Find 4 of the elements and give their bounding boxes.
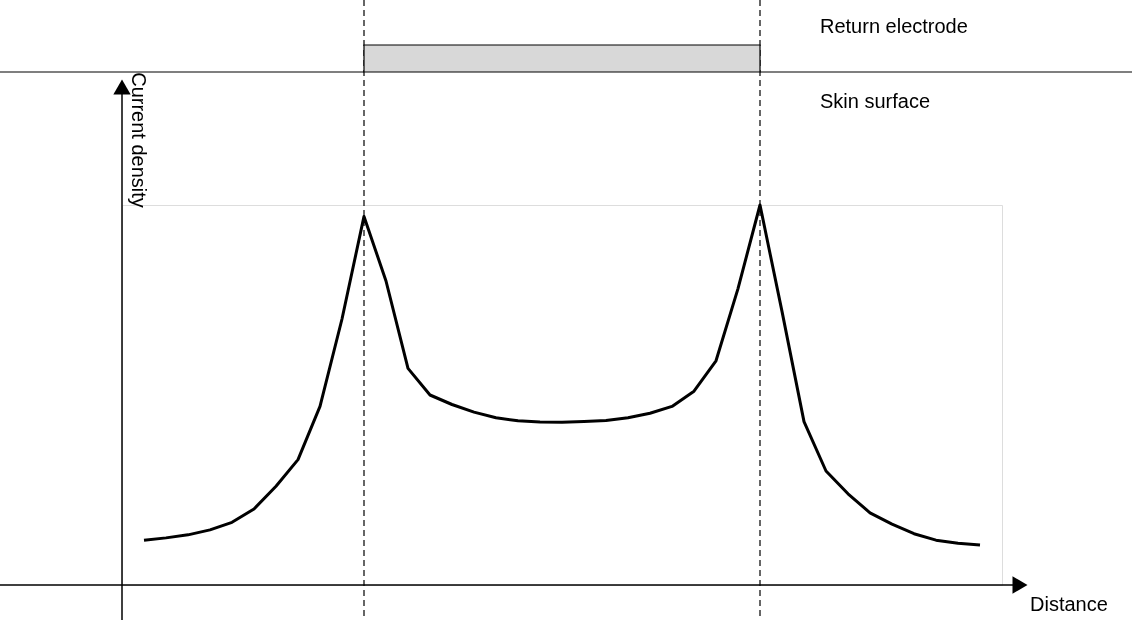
- text: Skin surface: [820, 90, 931, 112]
- y-axis-title: Current density: [128, 72, 150, 208]
- text: Return electrode: [820, 15, 968, 37]
- x-axis-title: Distance: [1030, 593, 1108, 615]
